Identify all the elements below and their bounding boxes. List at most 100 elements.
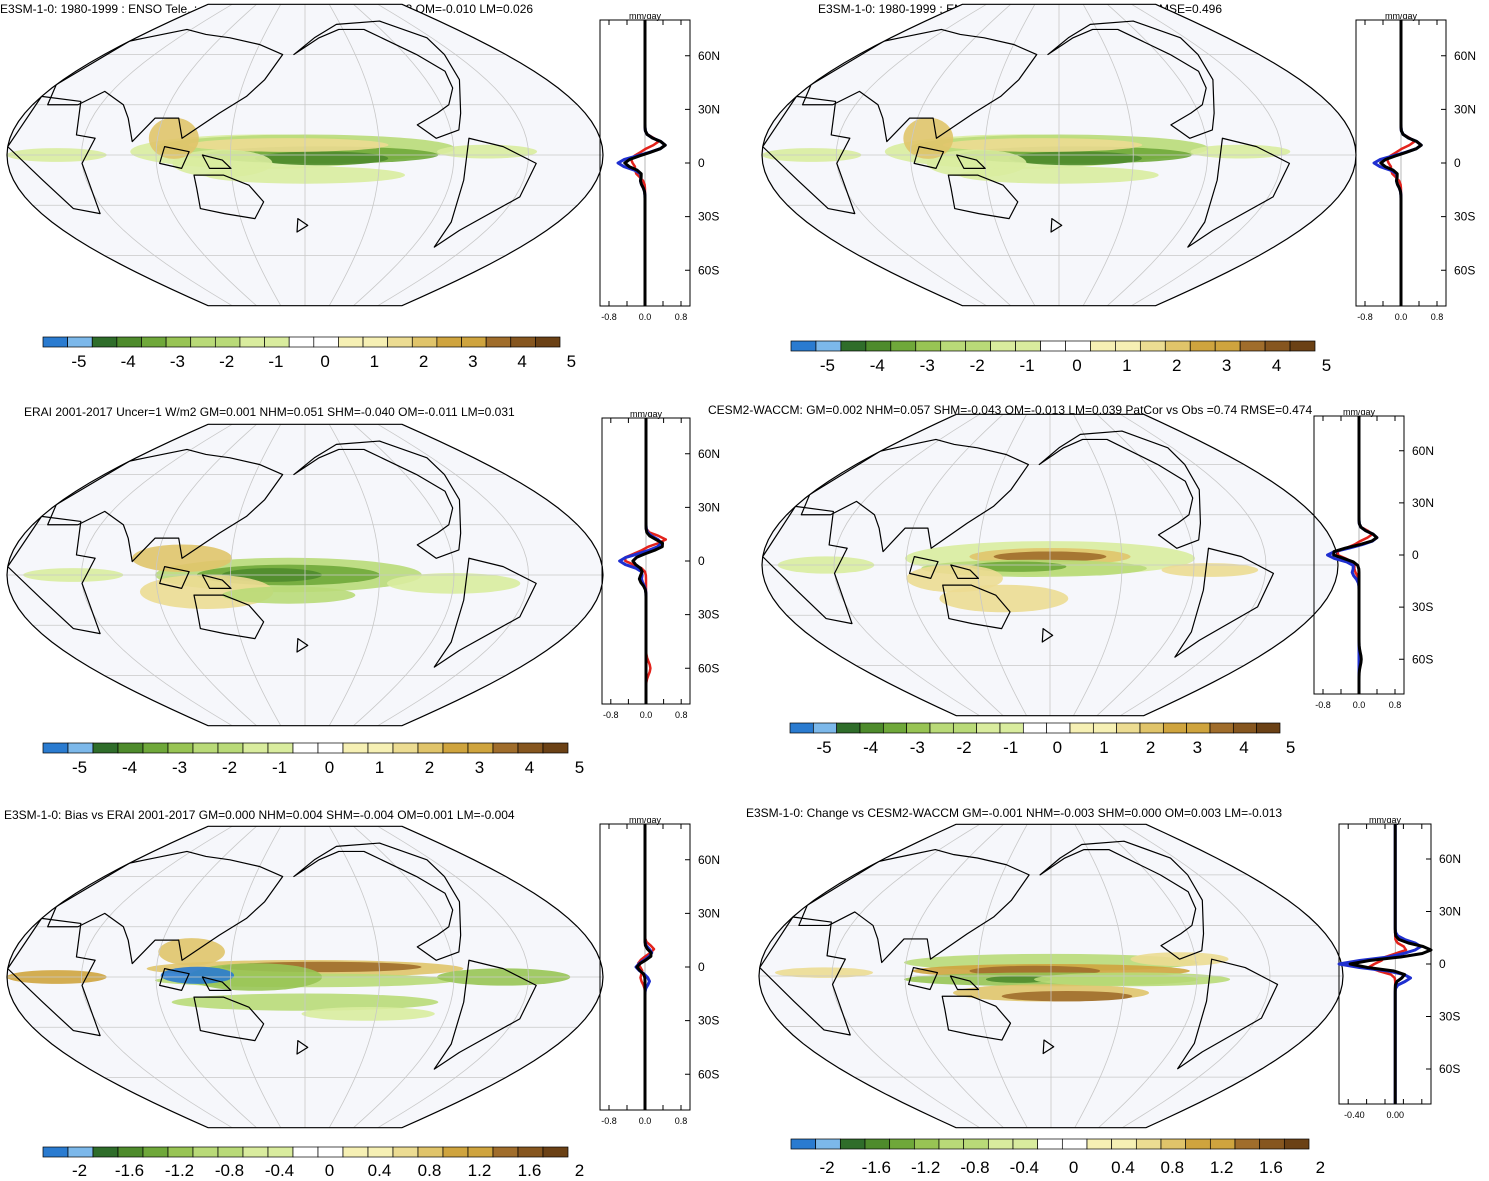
- colorbar-swatch: [1065, 340, 1091, 352]
- colorbar-label: -4: [121, 758, 138, 777]
- colorbar-swatch: [1189, 340, 1216, 352]
- coastline: [1041, 628, 1054, 643]
- coastline: [296, 218, 309, 233]
- colorbar-label: -3: [171, 758, 188, 777]
- colorbar-label: 0.8: [1160, 1158, 1185, 1177]
- colorbar-label: 4: [1271, 356, 1282, 375]
- coastline: [941, 995, 1012, 1041]
- coastline: [1174, 547, 1275, 658]
- field-contour: [301, 1006, 435, 1021]
- coastline: [47, 448, 284, 563]
- colorbar-swatch: [492, 742, 519, 754]
- zonal-mean-plot: mm/day 60N 30N 0 30S 60S -0.40 0.00: [1337, 818, 1461, 1120]
- colorbar-label: -2: [956, 738, 972, 757]
- field-contour: [222, 586, 356, 604]
- colorbar-label: -1: [1019, 356, 1035, 375]
- zonal-line-black: [631, 418, 665, 704]
- map-border: [761, 3, 1357, 307]
- colorbar-label: 4: [524, 758, 535, 777]
- colorbar-swatch: [1116, 722, 1141, 734]
- colorbar-swatch: [117, 1146, 144, 1158]
- colorbar-swatch: [91, 336, 118, 348]
- colorbar-swatch: [442, 1146, 469, 1158]
- colorbar-swatch: [976, 722, 1001, 734]
- colorbar-swatch: [999, 722, 1024, 734]
- field-contour: [188, 138, 389, 152]
- colorbar-swatch: [190, 336, 216, 348]
- colorbar-label: -3: [909, 738, 925, 757]
- colorbar-label: 0: [324, 1161, 335, 1180]
- zonal-mean-plot: mm/day 60N 30N 0 30S 60S -0.8 0.0 0.8: [1313, 410, 1434, 710]
- colorbar-label: 0: [1068, 1158, 1079, 1177]
- world-map: [761, 3, 1357, 307]
- lat-tick-label: 0: [698, 554, 705, 568]
- colorbar-swatch: [467, 742, 494, 754]
- colorbar-swatch: [915, 340, 942, 352]
- colorbar-label: 2: [418, 352, 429, 371]
- colorbar-swatch: [142, 742, 169, 754]
- colorbar-label: 3: [474, 758, 485, 777]
- world-map: [761, 413, 1339, 717]
- colorbar-swatch: [1139, 340, 1166, 352]
- colorbar-label: 5: [574, 758, 585, 777]
- colorbar-label: -2: [221, 758, 238, 777]
- field-contour: [1034, 972, 1231, 987]
- coastline: [201, 574, 232, 589]
- colorbar: [790, 340, 1316, 352]
- colorbar-label: 0.4: [367, 1161, 392, 1180]
- lat-tick-label: 0: [698, 156, 705, 170]
- coastline: [193, 996, 265, 1042]
- zonal-line-black: [1348, 824, 1433, 1104]
- colorbar-swatch: [929, 722, 954, 734]
- lat-tick-label: 0: [1412, 548, 1419, 562]
- colorbar-label: 1: [1099, 738, 1109, 757]
- coastline: [1038, 430, 1202, 549]
- coastline: [801, 28, 1038, 143]
- zonal-x-tick-label: 0.00: [1386, 1110, 1404, 1120]
- coastline: [947, 174, 1019, 220]
- coastline: [296, 638, 309, 653]
- zonal-x-tick-label: -0.8: [603, 710, 619, 720]
- colorbar-swatch: [267, 742, 294, 754]
- colorbar-swatch: [141, 336, 167, 348]
- colorbar-swatch: [790, 340, 817, 352]
- colorbar-swatch: [840, 340, 867, 352]
- colorbar-swatch: [812, 722, 838, 734]
- colorbar-swatch: [317, 742, 344, 754]
- field-contour: [969, 561, 1067, 572]
- colorbar-swatch: [1069, 722, 1094, 734]
- colorbar-swatch: [913, 1138, 940, 1150]
- coastline: [7, 515, 101, 635]
- zonal-x-tick-label: 0.0: [1353, 700, 1366, 710]
- colorbar-swatch: [142, 1146, 169, 1158]
- colorbar-swatch: [839, 1138, 866, 1150]
- lat-tick-label: 0: [1454, 156, 1461, 170]
- panel-title: ERAI 2001-2017 Uncer=1 W/m2 GM=0.001 NHM…: [24, 405, 515, 419]
- colorbar-swatch: [417, 1146, 444, 1158]
- zonal-x-tick-label: 0.0: [639, 1116, 652, 1126]
- colorbar-swatch: [42, 1146, 69, 1158]
- colorbar-swatch: [217, 1146, 244, 1158]
- coastline: [942, 584, 1011, 630]
- colorbar-swatch: [952, 722, 978, 734]
- zonal-x-tick-label: -0.8: [1357, 312, 1373, 322]
- coastline: [7, 95, 101, 215]
- colorbar-label: 3: [1192, 738, 1203, 757]
- field-contour: [774, 967, 873, 978]
- colorbar-swatch: [1061, 1138, 1088, 1150]
- colorbar-swatch: [1092, 722, 1118, 734]
- colorbar-label: -4: [120, 352, 136, 371]
- colorbar-swatch: [789, 722, 814, 734]
- map-border: [758, 823, 1344, 1129]
- zonal-x-tick-label: 0.8: [675, 1116, 688, 1126]
- colorbar-label: 1.2: [1209, 1158, 1234, 1177]
- field-contour: [1009, 151, 1142, 166]
- colorbar-swatch: [890, 340, 917, 352]
- colorbar-swatch: [116, 336, 142, 348]
- colorbar-swatch: [1264, 340, 1291, 352]
- lat-tick-label: 30S: [1412, 600, 1433, 614]
- colorbar-swatch: [1139, 722, 1164, 734]
- colorbar-swatch: [317, 1146, 344, 1158]
- world-map: [758, 823, 1344, 1129]
- field-contour: [148, 117, 199, 159]
